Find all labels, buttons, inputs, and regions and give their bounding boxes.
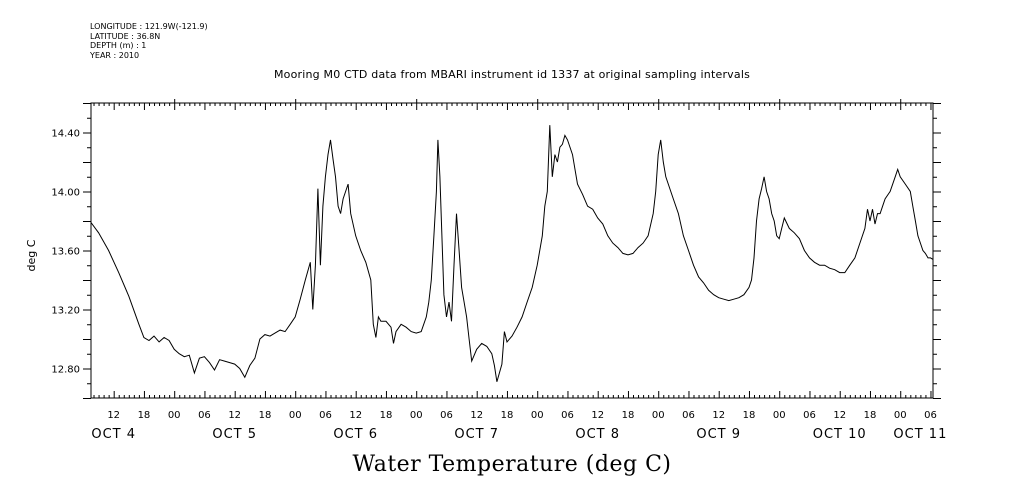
y-tick-label: 14.40 [51, 129, 80, 140]
x-hour-tick-label: 00 [289, 410, 302, 421]
x-hour-tick-label: 00 [894, 410, 907, 421]
x-hour-tick-label: 18 [864, 410, 877, 421]
depth-label: DEPTH (m) : 1 [90, 41, 147, 50]
ticks-layer [83, 99, 941, 399]
x-hour-tick-label: 12 [470, 410, 483, 421]
x-hour-tick-label: 18 [259, 410, 272, 421]
x-hour-tick-label: 18 [501, 410, 514, 421]
x-day-label: OCT 8 [575, 427, 620, 442]
x-hour-tick-label: 18 [380, 410, 393, 421]
labels-layer: 12 18 00 06 12 18 00 06 12 18 00 06 12 18 00 06 12 18 00 06… [51, 129, 947, 443]
x-hour-tick-label: 00 [168, 410, 181, 421]
x-day-label: OCT 10 [813, 427, 867, 442]
x-day-label: OCT 4 [91, 427, 136, 442]
x-hour-tick-label: 18 [743, 410, 756, 421]
y-tick-label: 13.60 [51, 247, 80, 258]
y-axis-label: deg C [25, 239, 38, 271]
x-day-label: OCT 7 [454, 427, 499, 442]
latitude-label: LATITUDE : 36.8N [90, 31, 161, 41]
plot-frame [90, 102, 934, 399]
x-hour-tick-label: 12 [712, 410, 725, 421]
x-hour-tick-label: 06 [803, 410, 816, 421]
x-hour-tick-label: 00 [410, 410, 423, 421]
x-hour-tick-label: 06 [319, 410, 332, 421]
x-hour-tick-label: 06 [561, 410, 574, 421]
y-tick-label: 12.80 [51, 365, 80, 376]
x-hour-tick-label: 00 [773, 410, 786, 421]
x-hour-tick-label: 18 [138, 410, 151, 421]
x-day-label: OCT 5 [212, 427, 257, 442]
metadata-block: LONGITUDE : 121.9W(-121.9) LATITUDE : 36… [90, 22, 208, 60]
chart-title: Mooring M0 CTD data from MBARI instrumen… [273, 68, 751, 81]
x-day-label: OCT 6 [333, 427, 378, 442]
x-day-label: OCT 11 [893, 427, 947, 442]
x-hour-tick-label: 12 [591, 410, 604, 421]
y-tick-label: 13.20 [51, 306, 80, 317]
x-day-label: OCT 9 [696, 427, 741, 442]
x-hour-tick-label: 06 [682, 410, 695, 421]
x-hour-tick-label: 06 [198, 410, 211, 421]
longitude-label: LONGITUDE : 121.9W(-121.9) [90, 22, 208, 31]
x-hour-tick-label: 12 [228, 410, 241, 421]
year-label: YEAR : 2010 [90, 50, 140, 60]
x-hour-tick-label: 00 [531, 410, 544, 421]
x-hour-tick-label: 06 [924, 410, 937, 421]
x-hour-tick-label: 06 [440, 410, 453, 421]
series-line [90, 125, 934, 382]
x-hour-tick-label: 18 [622, 410, 635, 421]
x-hour-tick-label: 12 [833, 410, 846, 421]
x-hour-tick-label: 12 [107, 410, 120, 421]
y-tick-label: 14.00 [51, 188, 80, 199]
x-hour-tick-label: 00 [652, 410, 665, 421]
x-hour-tick-label: 12 [349, 410, 362, 421]
bottom-title: Water Temperature (deg C) [352, 452, 672, 477]
